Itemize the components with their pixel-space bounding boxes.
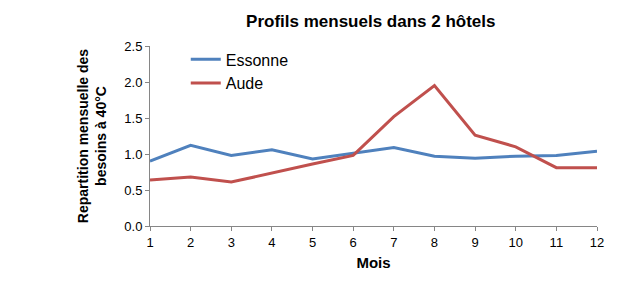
svg-text:Essonne: Essonne (226, 52, 288, 69)
svg-text:11: 11 (550, 235, 564, 250)
svg-text:10: 10 (508, 235, 522, 250)
svg-text:9: 9 (471, 235, 478, 250)
svg-text:Repartition mensuelle desbesoi: Repartition mensuelle desbesoins à 40°C (75, 49, 109, 223)
svg-text:1.0: 1.0 (124, 147, 142, 162)
svg-text:2.5: 2.5 (124, 39, 142, 54)
svg-text:7: 7 (390, 235, 397, 250)
svg-text:2: 2 (187, 235, 194, 250)
svg-text:3: 3 (228, 235, 235, 250)
svg-text:12: 12 (590, 235, 604, 250)
svg-text:Profils mensuels dans 2 hôtels: Profils mensuels dans 2 hôtels (246, 12, 495, 31)
svg-text:0.0: 0.0 (124, 219, 142, 234)
svg-text:2.0: 2.0 (124, 75, 142, 90)
svg-text:4: 4 (268, 235, 275, 250)
svg-text:Aude: Aude (226, 75, 263, 92)
svg-text:Mois: Mois (356, 254, 390, 271)
svg-text:1.5: 1.5 (124, 111, 142, 126)
svg-text:1: 1 (146, 235, 153, 250)
svg-text:8: 8 (431, 235, 438, 250)
svg-text:5: 5 (309, 235, 316, 250)
svg-text:0.5: 0.5 (124, 183, 142, 198)
svg-text:6: 6 (350, 235, 357, 250)
